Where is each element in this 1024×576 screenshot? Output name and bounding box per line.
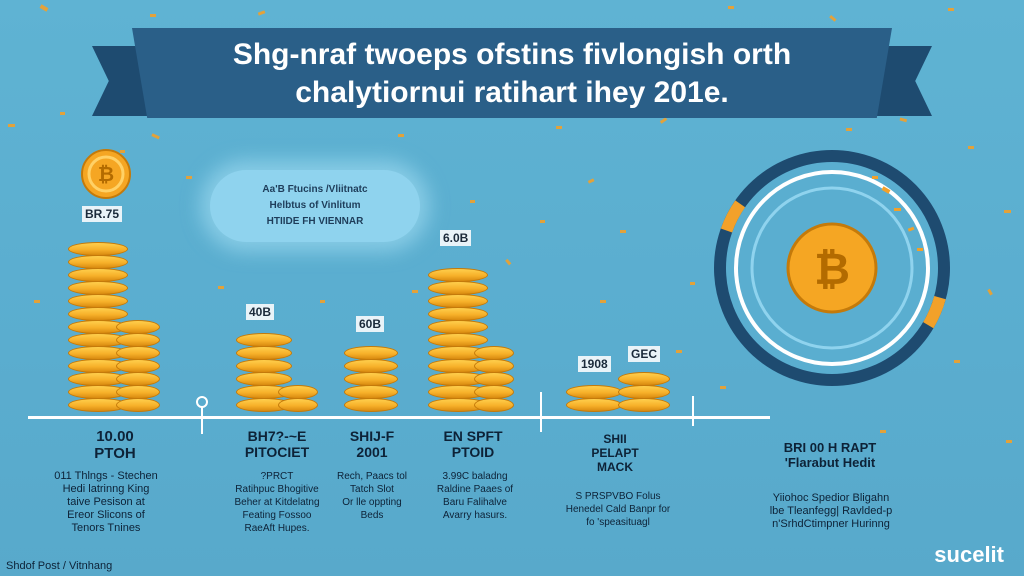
coin-layer (474, 385, 514, 399)
cloud-line3: HTIIDE FH VIENNAR (266, 216, 364, 227)
coin-layer (236, 372, 292, 386)
coin-layer (566, 398, 622, 412)
column-label: 10.00 PTOH (94, 428, 136, 462)
coin-layer (344, 385, 398, 399)
coin-layer (68, 294, 128, 308)
coin-layer (68, 307, 128, 321)
banner-title: Shg-nraf twoeps ofstins fivlongish orth … (132, 36, 892, 112)
coin-layer (278, 398, 318, 412)
coin-layer (428, 333, 488, 347)
svg-text:₿: ₿ (814, 245, 850, 294)
column-label: BRI 00 H RAPT 'Flarabut Hedit (783, 440, 877, 470)
timeline-tick (201, 406, 203, 434)
coin-layer (428, 320, 488, 334)
column-description: S PRSPVBO Folus Henedel Cald Banpr for f… (565, 491, 671, 528)
coin-layer (344, 398, 398, 412)
coin-layer (116, 385, 160, 399)
column-description: 3.99C baladng Raldine Paaes of Baru Fali… (436, 471, 514, 521)
coin-layer (474, 359, 514, 373)
column-value: 60B (356, 316, 385, 332)
coin-layer (344, 346, 398, 360)
coin-layer (236, 333, 292, 347)
timeline-baseline (28, 416, 770, 419)
coin-layer (474, 372, 514, 386)
coin-layer (68, 268, 128, 282)
cloud-line1: Aa'B Ftucins /Vliitnatc (262, 184, 368, 195)
brand-logo: sucelit (934, 542, 1004, 567)
coin-layer (474, 346, 514, 360)
coin-layer (344, 372, 398, 386)
coin-layer (236, 346, 292, 360)
coin-layer (428, 294, 488, 308)
title-banner: Shg-nraf twoeps ofstins fivlongish orth … (92, 28, 932, 118)
timeline-tick (692, 396, 694, 426)
column-description: Rech, Paacs tol Tatch Slot Or lle opptin… (336, 471, 408, 521)
coin-layer (428, 268, 488, 282)
source-footer: Shdof Post / Vitnhang (6, 560, 113, 572)
column-value: 1908 (578, 356, 611, 372)
banner-title-line1: Shg-nraf twoeps ofstins fivlongish orth (232, 38, 792, 71)
column-value: BR.75 (82, 206, 123, 222)
coin-layer (116, 346, 160, 360)
coin-layer (236, 359, 292, 373)
coin-layer (116, 359, 160, 373)
coin-layer (344, 359, 398, 373)
coin-layer (428, 307, 488, 321)
coin-layer (68, 281, 128, 295)
cloud-line2: Helbtus of Vinlitum (269, 200, 361, 211)
coin-layer (278, 385, 318, 399)
coin-layer (428, 281, 488, 295)
coin-layer (116, 398, 160, 412)
banner-title-line2: chalytiornui ratihart ihey 201e. (295, 76, 729, 109)
coin-layer (116, 333, 160, 347)
coin-layer (566, 385, 622, 399)
column-label: SHIJ-F 2001 (349, 428, 395, 460)
timeline-tick (540, 392, 542, 432)
coin-layer (618, 398, 670, 412)
column-description: 011 Thlngs - Stechen Hedi latrinng King … (54, 470, 158, 534)
coin-layer (116, 372, 160, 386)
column-label: SHII PELAPT MACK (591, 432, 639, 474)
coin-layer (68, 255, 128, 269)
coin-icon: ₿ (81, 149, 131, 199)
column-value-secondary: GEC (628, 346, 661, 362)
svg-text:₿: ₿ (98, 164, 114, 186)
coin-layer (474, 398, 514, 412)
coin-layer (116, 320, 160, 334)
column-value: 40B (246, 304, 275, 320)
bitcoin-dial-illustration: ₿ (714, 150, 950, 386)
coin-layer (618, 372, 670, 386)
column-description: Yiiohoc Spedior Bligahn lbe Tleanfegg| R… (769, 492, 893, 530)
coin-layer (68, 242, 128, 256)
column-description: ?PRCT Ratihpuc Bhogitive Beher at Kitdel… (234, 471, 320, 534)
cloud-callout: Aa'B Ftucins /Vliitnatc Helbtus of Vinli… (210, 170, 420, 242)
banner-body (132, 28, 892, 118)
coin-layer (618, 385, 670, 399)
column-value: 6.0B (440, 230, 472, 246)
column-label: BH7?-~E PITOCIET (244, 428, 310, 460)
column-label: EN SPFT PTOID (443, 428, 503, 460)
